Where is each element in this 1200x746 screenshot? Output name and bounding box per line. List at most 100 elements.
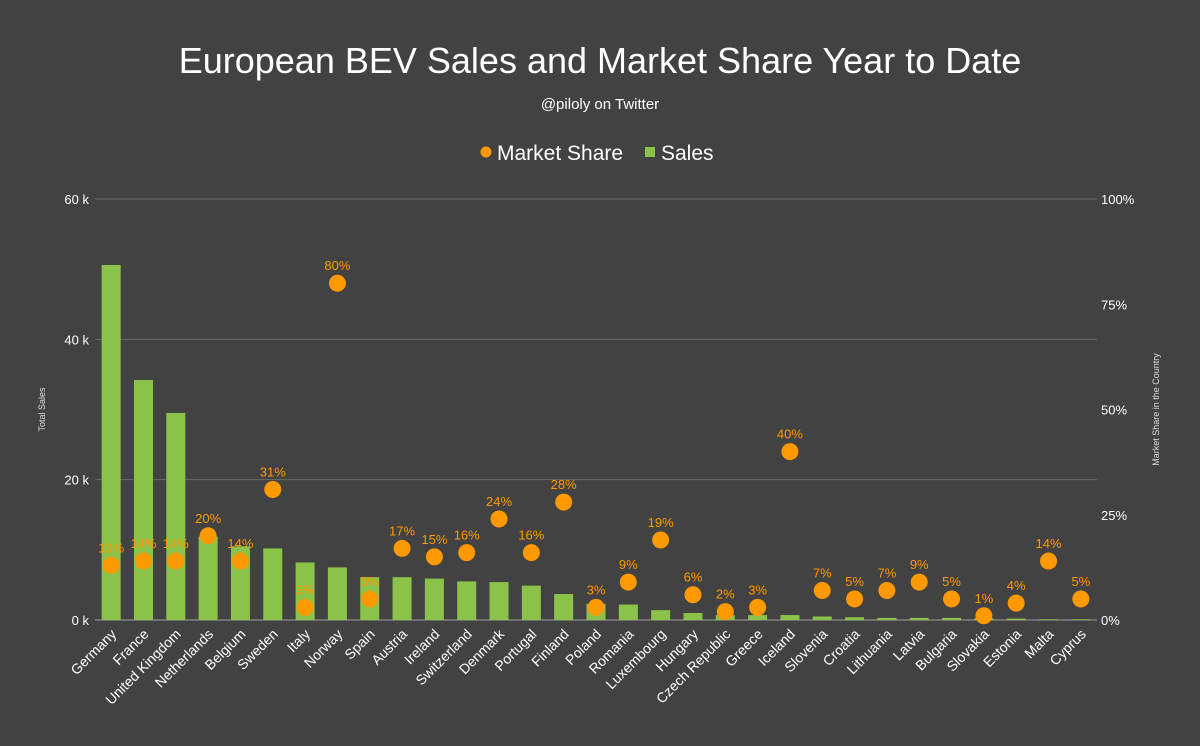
share-label: 7% bbox=[878, 566, 897, 581]
y-tick-label: 20 k bbox=[64, 473, 89, 488]
bar-united-kingdom bbox=[166, 413, 186, 620]
share-label: 15% bbox=[421, 532, 447, 547]
share-label: 3% bbox=[587, 582, 606, 597]
share-label: 40% bbox=[777, 427, 803, 442]
share-point bbox=[652, 531, 670, 549]
y-tick-label: 60 k bbox=[64, 192, 89, 207]
chart-title: European BEV Sales and Market Share Year… bbox=[179, 40, 1022, 81]
bar-latvia bbox=[909, 617, 929, 620]
share-point bbox=[393, 539, 411, 557]
bar-finland bbox=[554, 594, 574, 620]
y2-tick-label: 50% bbox=[1101, 403, 1127, 418]
points: 13% 14% 14% 20% 14% 31% 3% 80% 5% 17% 15% 16% 24% 16%… bbox=[98, 258, 1091, 625]
share-point bbox=[684, 586, 702, 604]
share-point bbox=[555, 493, 573, 511]
share-point bbox=[1072, 590, 1090, 608]
share-label: 28% bbox=[551, 477, 577, 492]
share-label: 6% bbox=[684, 570, 703, 585]
share-point bbox=[296, 598, 314, 616]
share-point bbox=[425, 548, 443, 566]
bar-denmark bbox=[489, 582, 509, 620]
bar-cyprus bbox=[1071, 619, 1091, 620]
share-point bbox=[490, 510, 508, 528]
share-point bbox=[781, 443, 799, 461]
y-tick-label: 0 k bbox=[72, 613, 90, 628]
share-label: 17% bbox=[389, 523, 415, 538]
share-point bbox=[619, 573, 637, 591]
share-point bbox=[167, 552, 185, 570]
bar-luxembourg bbox=[651, 610, 671, 620]
share-point bbox=[910, 573, 928, 591]
share-point bbox=[813, 582, 831, 600]
bar-greece bbox=[748, 615, 768, 620]
chart-subtitle: @piloly on Twitter bbox=[541, 96, 659, 113]
share-label: 24% bbox=[486, 494, 512, 509]
share-label: 1% bbox=[974, 591, 993, 606]
share-point bbox=[361, 590, 379, 608]
y2-tick-label: 75% bbox=[1101, 297, 1127, 312]
y-axis-label: Total Sales bbox=[37, 387, 47, 432]
legend-market-share-label: Market Share bbox=[497, 142, 623, 165]
share-label: 14% bbox=[130, 536, 156, 551]
y2-tick-label: 100% bbox=[1101, 192, 1135, 207]
share-point bbox=[878, 582, 896, 600]
bar-norway bbox=[327, 567, 347, 620]
share-label: 5% bbox=[942, 574, 961, 589]
share-label: 19% bbox=[648, 515, 674, 530]
legend-sales-marker bbox=[645, 147, 655, 157]
y2-tick-label: 25% bbox=[1101, 508, 1127, 523]
share-label: 3% bbox=[748, 582, 767, 597]
share-label: 14% bbox=[1036, 536, 1062, 551]
share-point bbox=[264, 480, 282, 498]
y2-axis-label: Market Share in the Country bbox=[1151, 353, 1161, 466]
bar-germany bbox=[101, 264, 121, 620]
share-point bbox=[231, 552, 249, 570]
share-label: 20% bbox=[195, 511, 221, 526]
bars bbox=[101, 264, 1091, 620]
share-point bbox=[1007, 594, 1025, 612]
y-tick-label: 40 k bbox=[64, 332, 89, 347]
share-point bbox=[846, 590, 864, 608]
share-label: 5% bbox=[1071, 574, 1090, 589]
share-point bbox=[587, 598, 605, 616]
bar-bulgaria bbox=[942, 617, 962, 620]
share-label: 5% bbox=[360, 574, 379, 589]
legend-market-share-marker bbox=[480, 146, 492, 158]
bar-estonia bbox=[1006, 618, 1026, 620]
axes: 0 k 20 k 40 k 60 k 0% 25% 50% 75% 100% Total Sale… bbox=[37, 192, 1161, 708]
share-point bbox=[1040, 552, 1058, 570]
share-point bbox=[522, 544, 540, 562]
share-point bbox=[458, 544, 476, 562]
bar-romania bbox=[618, 604, 638, 620]
share-point bbox=[975, 607, 993, 625]
share-label: 31% bbox=[260, 464, 286, 479]
bar-slovenia bbox=[812, 616, 832, 620]
bar-netherlands bbox=[198, 536, 218, 620]
x-tick-label: Germany bbox=[67, 626, 119, 678]
share-point bbox=[134, 552, 152, 570]
share-point bbox=[199, 527, 217, 545]
bar-austria bbox=[392, 577, 412, 620]
share-point bbox=[716, 603, 734, 621]
bar-sweden bbox=[263, 548, 283, 620]
bar-portugal bbox=[521, 585, 541, 620]
share-label: 80% bbox=[324, 258, 350, 273]
bar-croatia bbox=[845, 617, 865, 620]
share-label: 16% bbox=[518, 528, 544, 543]
share-label: 16% bbox=[454, 528, 480, 543]
x-tick-label: Cyprus bbox=[1046, 626, 1089, 669]
bar-ireland bbox=[424, 578, 444, 620]
bar-hungary bbox=[683, 612, 703, 620]
share-label: 7% bbox=[813, 566, 832, 581]
share-label: 4% bbox=[1007, 578, 1026, 593]
share-label: 14% bbox=[163, 536, 189, 551]
bar-iceland bbox=[780, 615, 800, 620]
share-label: 3% bbox=[296, 582, 315, 597]
y2-tick-label: 0% bbox=[1101, 613, 1120, 628]
share-point bbox=[102, 556, 120, 574]
share-point bbox=[749, 598, 767, 616]
share-label: 5% bbox=[845, 574, 864, 589]
bar-lithuania bbox=[877, 617, 897, 620]
bar-france bbox=[133, 380, 153, 620]
